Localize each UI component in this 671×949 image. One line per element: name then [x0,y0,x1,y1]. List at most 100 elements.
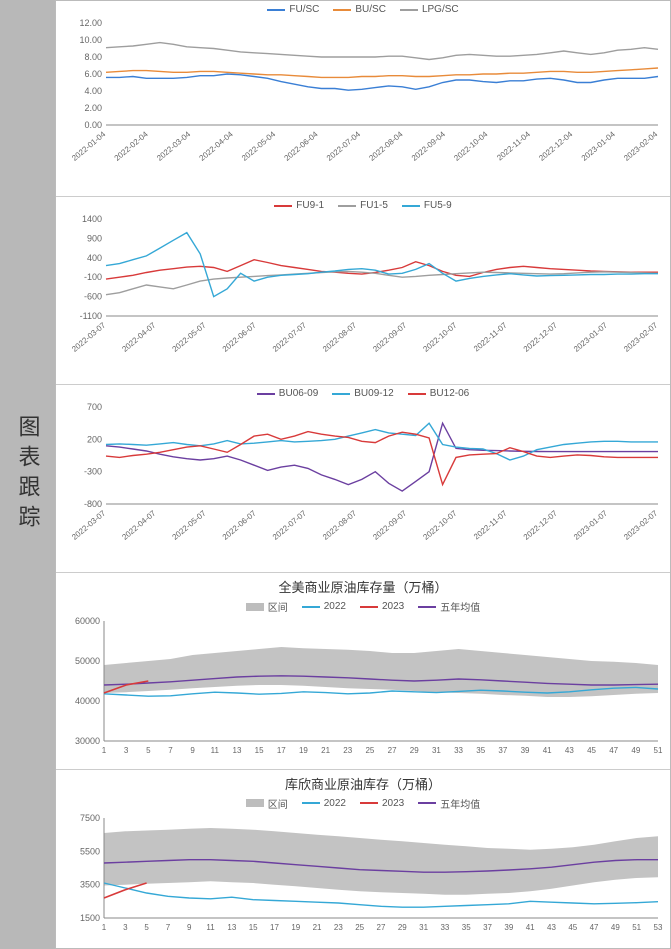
legend-swatch [332,393,350,395]
svg-text:2022-03-07: 2022-03-07 [70,321,108,355]
svg-text:13: 13 [227,923,236,932]
svg-text:2022-09-04: 2022-09-04 [410,129,448,163]
legend-swatch [360,606,378,608]
svg-text:10.00: 10.00 [79,35,102,45]
svg-text:33: 33 [440,923,449,932]
svg-text:2022-07-07: 2022-07-07 [271,321,309,355]
svg-text:35: 35 [476,746,485,755]
svg-text:19: 19 [291,923,300,932]
chart4-title: 全美商业原油库存量（万桶） [56,577,670,596]
svg-text:2022-08-07: 2022-08-07 [321,509,359,543]
svg-text:17: 17 [270,923,279,932]
svg-text:45: 45 [587,746,596,755]
legend-label: FU9-1 [296,200,324,211]
svg-text:33: 33 [454,746,463,755]
legend-label: 2022 [324,601,346,612]
chart-ratio: FU/SCBU/SCLPG/SC 0.002.004.006.008.0010.… [56,1,670,197]
svg-text:2023-01-04: 2023-01-04 [580,129,618,163]
legend-3: BU06-09BU09-12BU12-06 [56,388,670,399]
legend-label: 区间 [268,599,288,614]
legend-swatch [402,205,420,207]
svg-text:31: 31 [419,923,428,932]
svg-text:3: 3 [123,923,128,932]
svg-text:19: 19 [299,746,308,755]
svg-text:2023-02-07: 2023-02-07 [622,509,660,543]
svg-text:2022-09-07: 2022-09-07 [371,509,409,543]
legend-swatch [333,9,351,11]
svg-text:2022-04-07: 2022-04-07 [120,321,158,355]
svg-text:8.00: 8.00 [84,52,102,62]
svg-text:2022-10-07: 2022-10-07 [421,509,459,543]
legend-5: 区间20222023五年均值 [56,796,670,811]
legend-item: FU9-1 [274,200,324,211]
svg-text:2022-07-04: 2022-07-04 [325,129,363,163]
svg-text:45: 45 [568,923,577,932]
chart5-title: 库欣商业原油库存（万桶） [56,774,670,793]
legend-swatch [267,9,285,11]
svg-text:53: 53 [654,923,663,932]
svg-text:2022-01-04: 2022-01-04 [70,129,108,163]
svg-text:2022-05-07: 2022-05-07 [171,321,209,355]
legend-swatch [246,603,264,611]
legend-label: 2023 [382,601,404,612]
svg-text:35: 35 [462,923,471,932]
svg-text:2022-11-07: 2022-11-07 [472,509,509,542]
svg-text:1: 1 [102,923,107,932]
svg-text:200: 200 [87,435,102,445]
chart-us-crude: 全美商业原油库存量（万桶） 区间20222023五年均值 30000400005… [56,573,670,769]
svg-text:-800: -800 [84,499,102,509]
legend-swatch [246,799,264,807]
svg-text:51: 51 [654,746,663,755]
svg-text:5: 5 [144,923,149,932]
svg-text:2023-02-07: 2023-02-07 [622,321,660,355]
svg-text:-100: -100 [84,273,102,283]
svg-text:900: 900 [87,234,102,244]
svg-text:23: 23 [343,746,352,755]
svg-text:29: 29 [410,746,419,755]
legend-2: FU9-1 FU1-5 FU5-9 [56,200,670,211]
svg-text:2022-04-04: 2022-04-04 [198,129,236,163]
svg-text:2022-12-07: 2022-12-07 [522,509,560,543]
svg-text:2022-11-04: 2022-11-04 [495,129,532,162]
legend-item: 五年均值 [418,796,480,811]
svg-text:51: 51 [632,923,641,932]
legend-swatch [408,393,426,395]
svg-text:2022-07-07: 2022-07-07 [271,509,309,543]
legend-label: BU06-09 [279,388,318,399]
svg-text:25: 25 [355,923,364,932]
svg-text:5500: 5500 [80,846,100,856]
svg-text:17: 17 [277,746,286,755]
chart-bu-spread: BU06-09BU09-12BU12-06 -800-3002007002022… [56,385,670,573]
svg-text:11: 11 [211,746,220,755]
svg-text:-300: -300 [84,467,102,477]
svg-text:7: 7 [166,923,171,932]
legend-label: LPG/SC [422,4,459,15]
svg-text:5: 5 [146,746,151,755]
legend-label: 2023 [382,798,404,809]
svg-text:2023-02-04: 2023-02-04 [622,129,660,163]
legend-swatch [274,205,292,207]
svg-text:11: 11 [206,923,215,932]
svg-text:31: 31 [432,746,441,755]
legend-item: FU1-5 [338,200,388,211]
svg-text:41: 41 [543,746,552,755]
legend-label: BU12-06 [430,388,469,399]
svg-text:39: 39 [521,746,530,755]
svg-text:15: 15 [255,746,264,755]
svg-text:21: 21 [321,746,330,755]
svg-text:-600: -600 [84,292,102,302]
svg-text:21: 21 [313,923,322,932]
svg-text:2022-09-07: 2022-09-07 [371,321,409,355]
legend-swatch [302,802,320,804]
legend-item: FU/SC [267,4,319,15]
legend-item: FU5-9 [402,200,452,211]
svg-text:3500: 3500 [80,879,100,889]
svg-text:2022-03-07: 2022-03-07 [70,509,108,543]
legend-swatch [257,393,275,395]
svg-text:41: 41 [526,923,535,932]
legend-label: 2022 [324,798,346,809]
legend-4: 区间20222023五年均值 [56,599,670,614]
svg-text:2022-08-07: 2022-08-07 [321,321,359,355]
svg-text:13: 13 [233,746,242,755]
legend-swatch [418,802,436,804]
